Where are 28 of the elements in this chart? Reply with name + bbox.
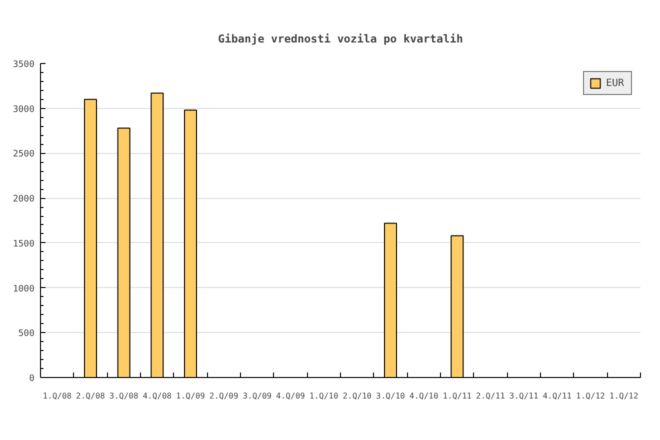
x-tick-label: 3.Q/10 [376, 392, 406, 400]
x-tick-label: 2.Q/10 [342, 392, 372, 400]
x-tick-label: 1.Q/10 [309, 392, 338, 400]
y-tick-label: 3000 [12, 104, 35, 115]
x-tick-label: 2.Q/11 [476, 392, 506, 400]
y-tick-label: 1000 [12, 284, 35, 294]
legend-label: EUR [606, 78, 626, 88]
x-tick-label: 4.Q/10 [409, 392, 438, 400]
x-tick-label: 2.Q/08 [76, 392, 106, 400]
x-tick-label: 1.Q/12 [576, 392, 606, 400]
x-tick-label: 1.Q/09 [176, 392, 206, 400]
y-tick-label: 2500 [12, 150, 35, 160]
x-tick-label: 1.Q/08 [42, 392, 72, 400]
y-tick-label: 2000 [12, 194, 35, 205]
x-tick-label: 4.Q/09 [276, 392, 306, 400]
x-tick-label: 1.Q/12 [609, 392, 638, 400]
x-tick-label: 4.Q/08 [142, 392, 172, 400]
x-tick-label: 3.Q/11 [509, 392, 538, 400]
x-tick-label: 1.Q/11 [442, 392, 472, 400]
y-tick-label: 1500 [12, 239, 35, 250]
x-tick-label: 4.Q/11 [542, 392, 572, 400]
y-tick-label: 0 [29, 374, 35, 384]
y-tick-label: 3500 [12, 60, 35, 70]
x-tick-label: 3.Q/09 [242, 392, 272, 400]
x-tick-label: 3.Q/08 [109, 392, 138, 400]
x-tick-label: 2.Q/09 [209, 392, 238, 400]
chart-title: Gibanje vrednosti vozila po kvartalih [218, 32, 464, 46]
y-tick-label: 500 [18, 329, 35, 340]
